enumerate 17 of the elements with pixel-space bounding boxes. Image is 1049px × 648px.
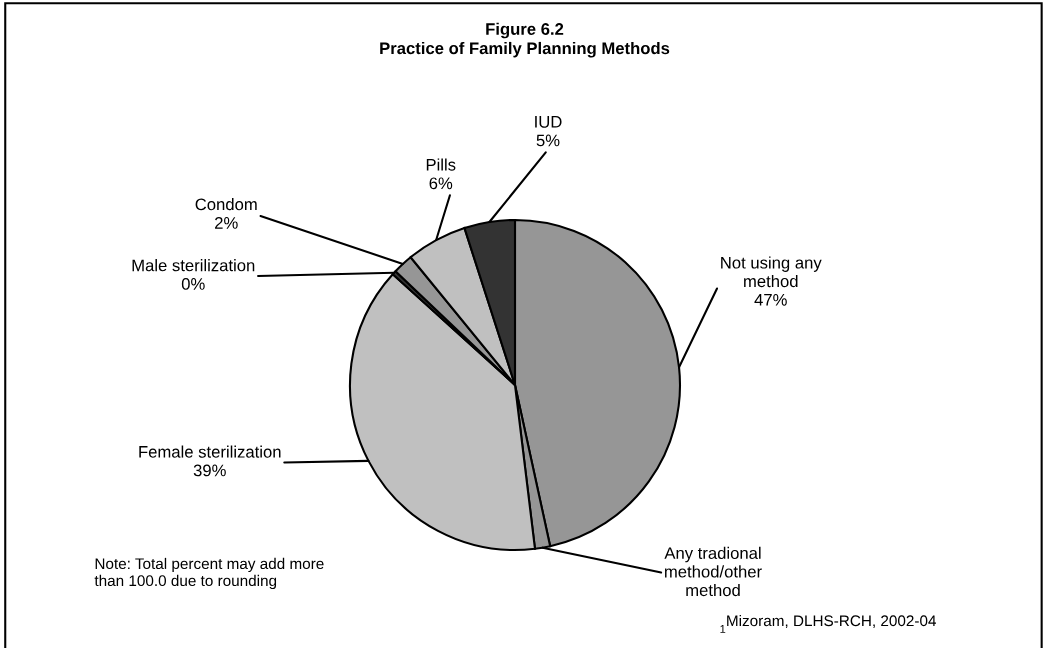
slice-label: Not using any method [721,256,822,288]
data-label: 6% [429,177,453,190]
text: Mizoram, DLHS-RCH, 2002-04 [727,614,937,628]
slice-label: Condom [195,198,257,211]
data-label: 47% [754,294,787,306]
slice-label: Pills [426,158,456,171]
text: 1 [720,625,726,633]
slice-label: Male sterilization [132,259,255,272]
data-label: 5% [536,134,560,147]
data-label: 2% [215,217,238,229]
slice-label: IUD [535,116,562,128]
slice-label: Female sterilization [139,445,281,458]
chart-title: Figure 6.2 Practice of Family Planning Methods [380,22,670,58]
slice-label: Any tradional method/other method [664,546,762,597]
data-label: 39% [193,464,226,477]
text: Note: Total percent may add more than 100.0 due to rounding [94,557,324,590]
data-label: 0% [181,278,205,290]
